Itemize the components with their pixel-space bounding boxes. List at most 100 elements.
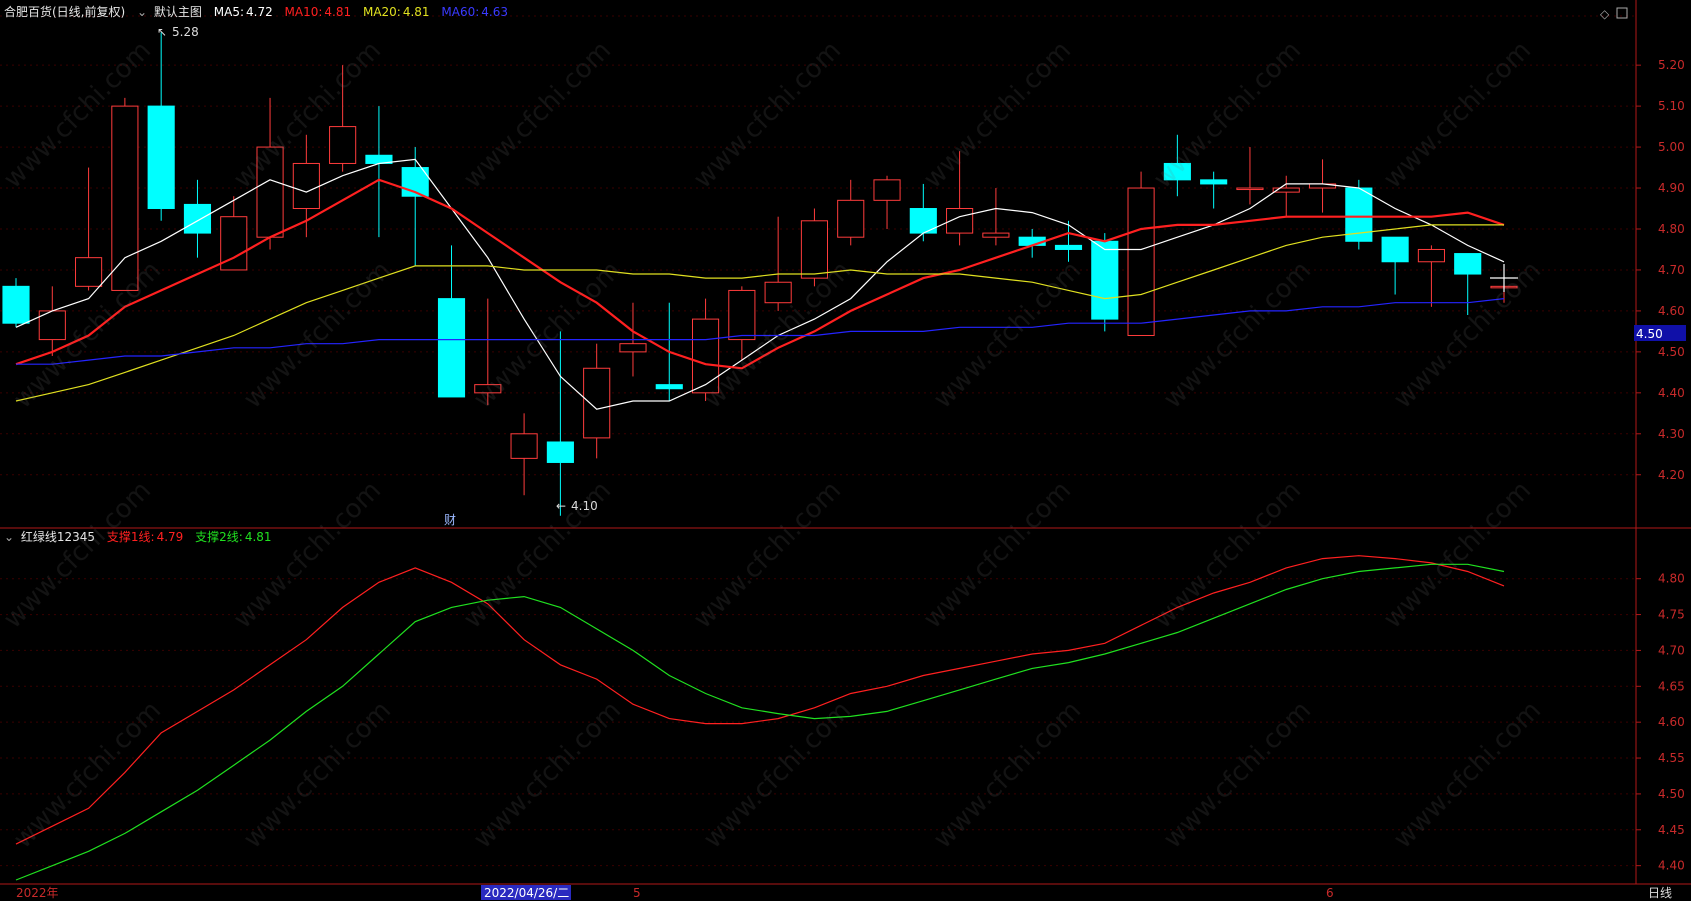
indicator-tick-label: 4.65 <box>1658 679 1685 693</box>
price-tick-label: 5.00 <box>1658 140 1685 154</box>
sub-indicator-name[interactable]: 红绿线12345 <box>20 530 96 544</box>
high-price-arrow: ↖ <box>157 25 167 39</box>
candle-body[interactable] <box>728 289 756 341</box>
price-tick-label: 4.70 <box>1658 263 1685 277</box>
price-axis: 4.20 4.30 4.40 4.50 4.60 4.70 4.80 4.90 5.00 5.10… <box>1636 58 1685 873</box>
time-label-year: 2022年 <box>16 886 59 900</box>
ma10-label: MA10: <box>284 5 323 19</box>
support1-line <box>15 555 1505 845</box>
candle-body[interactable] <box>1417 248 1445 263</box>
candle-body[interactable] <box>982 232 1010 238</box>
candle-body[interactable] <box>437 298 466 398</box>
indicator-tick-label: 4.75 <box>1658 608 1685 622</box>
candle-body[interactable] <box>873 179 901 201</box>
time-label-june: 6 <box>1326 886 1334 900</box>
support2-label: 支撑2线: <box>195 530 243 544</box>
indicator-name[interactable]: 默认主图 <box>153 5 202 19</box>
candle-body[interactable] <box>583 367 611 439</box>
indicator-tick-label: 4.80 <box>1658 572 1685 586</box>
expand-icon[interactable] <box>1616 7 1628 19</box>
time-axis: 2022年 2022/04/26/二 5 6 日线 <box>0 883 1691 901</box>
price-tick-label: 4.60 <box>1658 304 1685 318</box>
indicator-tick-label: 4.40 <box>1658 859 1685 873</box>
indicator-tick-label: 4.55 <box>1658 751 1685 765</box>
price-tick-label: 5.20 <box>1658 58 1685 72</box>
candle-body[interactable] <box>1454 253 1482 275</box>
support1-label: 支撑1线: <box>106 530 155 544</box>
ma10-value: 4.81 <box>324 5 352 19</box>
finance-marker[interactable]: 财 <box>444 513 456 527</box>
candle-body[interactable] <box>111 105 139 291</box>
indicator-tick-label: 4.60 <box>1658 715 1685 729</box>
diamond-icon[interactable]: ◇ <box>1600 7 1610 21</box>
candle-body[interactable] <box>256 146 284 238</box>
ma5-value: 4.72 <box>246 5 273 19</box>
candle-body[interactable] <box>474 384 502 394</box>
candle-body[interactable] <box>1200 179 1228 185</box>
support1-value: 4.79 <box>156 530 184 544</box>
candle-body[interactable] <box>619 343 647 353</box>
ma60-value: 4.63 <box>481 5 508 19</box>
price-tick-label: 4.80 <box>1658 222 1685 236</box>
candle-body[interactable] <box>655 384 683 390</box>
candle-body[interactable] <box>800 220 829 279</box>
candle-body[interactable] <box>837 199 865 238</box>
price-tick-label: 4.90 <box>1658 181 1685 195</box>
candle-body[interactable] <box>1163 162 1191 181</box>
crosshair-cursor <box>1490 264 1518 292</box>
ma10-line <box>15 178 1505 370</box>
candle-body[interactable] <box>764 281 792 304</box>
chevron-down-icon[interactable]: ⌄ <box>4 530 15 544</box>
support2-line <box>15 563 1505 881</box>
price-tick-label: 4.20 <box>1658 468 1685 482</box>
indicator-tick-label: 4.50 <box>1658 787 1685 801</box>
sub-header: ⌄ 红绿线12345 支撑1线: 4.79 支撑2线: 4.81 <box>4 529 280 545</box>
candle-body[interactable] <box>2 285 30 324</box>
ma5-label: MA5: <box>213 5 244 19</box>
candle-body[interactable] <box>329 126 357 164</box>
candle-body[interactable] <box>183 203 212 234</box>
chevron-down-icon[interactable]: ⌄ <box>137 5 148 19</box>
low-price-arrow: ← <box>556 499 566 513</box>
main-header: 合肥百货(日线,前复权) ⌄ 默认主图 MA5: 4.72 MA10: 4.81 M… <box>4 4 516 20</box>
date-cursor-highlight <box>481 885 571 900</box>
indicator-tick-label: 4.70 <box>1658 643 1685 657</box>
candlestick-panel[interactable] <box>2 32 1518 516</box>
high-price-label: 5.28 <box>172 25 199 39</box>
stock-name: 合肥百货(日线,前复权) <box>4 5 126 19</box>
period-button[interactable]: 日线 <box>1648 886 1672 900</box>
ma20-line <box>15 224 1504 402</box>
ma60-line <box>16 298 1505 365</box>
time-label-may: 5 <box>633 886 641 900</box>
candle-body[interactable] <box>546 441 574 463</box>
low-price-label: 4.10 <box>571 499 598 513</box>
price-tick-label: 4.50 <box>1658 345 1685 359</box>
window-controls: ◇ <box>1600 7 1628 21</box>
ma5-line <box>15 158 1505 410</box>
candle-body[interactable] <box>1054 244 1083 250</box>
indicator-tick-label: 4.45 <box>1658 823 1685 837</box>
grid-lines <box>0 15 1636 867</box>
candle-body[interactable] <box>1091 240 1119 320</box>
ma60-label: MA60: <box>441 5 480 19</box>
ma20-label: MA20: <box>362 5 401 19</box>
ma20-value: 4.81 <box>402 5 430 19</box>
candle-body[interactable] <box>1127 187 1155 336</box>
current-price-label: 4.50 <box>1636 327 1663 341</box>
candle-body[interactable] <box>75 257 103 287</box>
candle-body[interactable] <box>691 318 720 394</box>
support2-value: 4.81 <box>244 530 272 544</box>
candle-body[interactable] <box>292 162 320 210</box>
candle-body[interactable] <box>1272 187 1300 193</box>
candle-body[interactable] <box>1381 236 1409 263</box>
candle-body[interactable] <box>510 433 538 459</box>
time-label-cursor-date: 2022/04/26/二 <box>484 886 569 900</box>
price-tick-label: 4.30 <box>1658 427 1685 441</box>
price-tick-label: 5.10 <box>1658 99 1685 113</box>
indicator-panel[interactable] <box>15 555 1505 881</box>
price-tick-label: 4.40 <box>1658 386 1685 400</box>
candle-body[interactable] <box>1236 187 1264 191</box>
current-price-box <box>1634 325 1686 341</box>
candle-body[interactable] <box>147 105 175 210</box>
